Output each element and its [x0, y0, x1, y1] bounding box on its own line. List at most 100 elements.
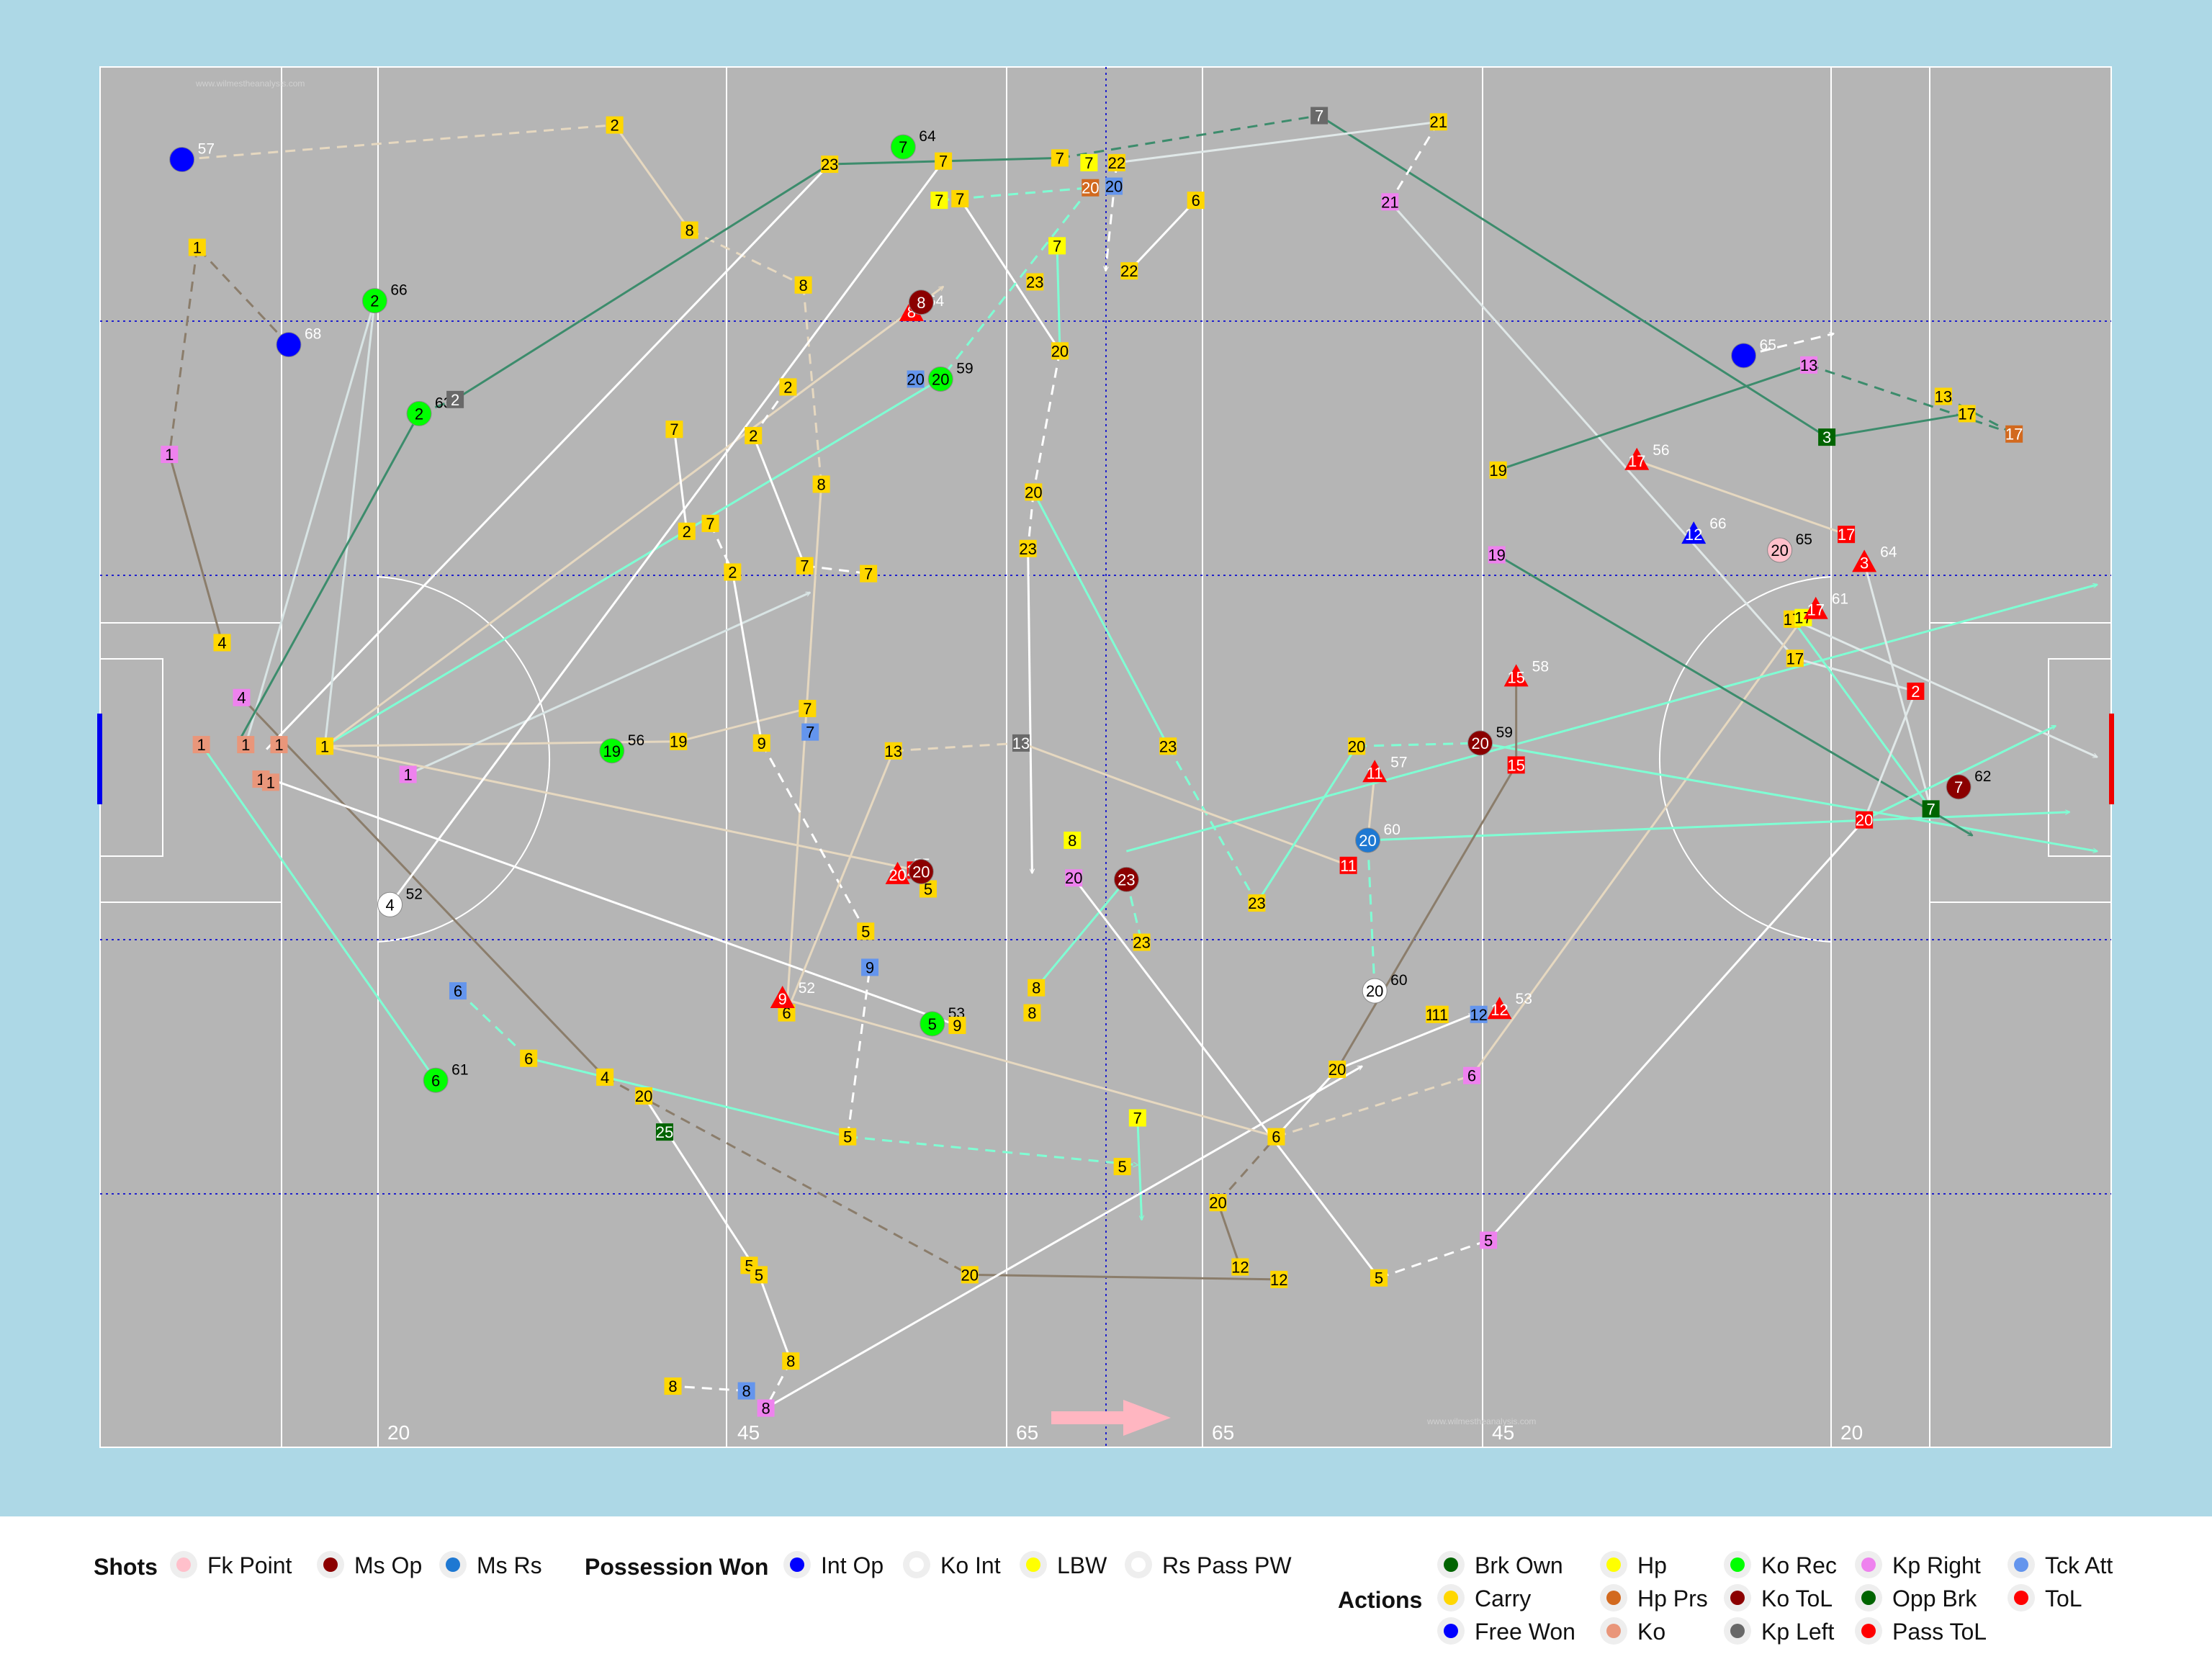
action-marker-hp: 7 — [1080, 153, 1098, 172]
marker-circle — [599, 738, 625, 764]
marker-square — [701, 514, 719, 532]
action-marker-hp: 7 — [1048, 237, 1066, 255]
marker-square — [678, 522, 696, 540]
legend-label: Carry — [1475, 1586, 1532, 1611]
action-marker-hp: 7 — [930, 192, 948, 210]
action-marker-carry: 23 — [1248, 894, 1266, 912]
marker-label: 12 — [1270, 1271, 1287, 1289]
action-marker-tol: 11 57 — [1362, 754, 1408, 783]
action-arrow — [1275, 1069, 1337, 1138]
legend-swatch — [903, 1551, 930, 1578]
legend-label: Ms Rs — [477, 1552, 542, 1578]
marker-square — [1082, 179, 1100, 197]
action-arrow — [673, 1386, 747, 1393]
action-arrow — [244, 301, 374, 745]
action-arrow — [324, 745, 916, 870]
action-marker-hp: 8 — [1064, 831, 1082, 850]
action-marker-carry: 7 — [701, 514, 719, 533]
legend-swatch — [1724, 1584, 1751, 1611]
direction-arrow-shaft — [1051, 1411, 1125, 1424]
marker-label: 20 — [1025, 483, 1042, 501]
action-marker-carry: 7 — [665, 421, 683, 439]
action-arrow — [1136, 1118, 1142, 1220]
marker-square — [1270, 1270, 1288, 1288]
action-arrow — [848, 1136, 1138, 1165]
marker-circle — [1355, 827, 1381, 853]
marker-label: 7 — [806, 724, 814, 742]
legend-label: Ms Op — [354, 1552, 423, 1578]
marker-label: 8 — [799, 276, 807, 295]
action-arrow — [940, 186, 1092, 379]
marker-square — [884, 742, 902, 760]
action-marker-carry: 20 — [1209, 1194, 1227, 1212]
action-marker-carry: 2 — [779, 378, 797, 396]
legend-dot — [1861, 1591, 1876, 1605]
marker-square — [1023, 1004, 1041, 1022]
marker-square — [757, 1399, 775, 1417]
marker-label: 1 — [165, 446, 174, 464]
marker-label: 3 — [1860, 554, 1869, 572]
action-marker-kp-right: 1 — [161, 446, 179, 464]
legend-title-actions: Actions — [1338, 1587, 1423, 1613]
action-marker-kp-left: 2 — [446, 390, 464, 409]
action-marker-carry: 8 — [1028, 979, 1046, 997]
marker-square — [1838, 526, 1856, 544]
marker-label: 4 — [217, 634, 226, 652]
marker-label: 7 — [939, 153, 948, 171]
legend-swatch — [1600, 1551, 1627, 1578]
action-marker-carry: 20 — [1348, 737, 1365, 755]
marker-label: 8 — [917, 294, 925, 312]
marker-label: 20 — [1065, 869, 1082, 887]
marker-label: 15 — [1507, 756, 1524, 774]
marker-label: 17 — [1958, 405, 1975, 423]
marker-label: 9 — [953, 1017, 961, 1035]
marker-label: 4 — [385, 896, 394, 914]
action-arrow — [454, 163, 830, 401]
marker-label: 7 — [803, 700, 811, 718]
marker-label: 7 — [956, 190, 964, 208]
marker-label: 15 — [1507, 668, 1524, 686]
marker-square — [1133, 933, 1151, 951]
action-marker-carry: 12 — [1231, 1258, 1249, 1276]
action-arrow — [678, 709, 807, 743]
action-arrow — [782, 997, 1277, 1137]
action-marker-carry: 17 — [1958, 405, 1976, 423]
action-arrow — [1028, 492, 1035, 548]
action-marker-carry: 5 — [750, 1266, 768, 1284]
marker-square — [782, 1352, 800, 1370]
marker-label: 22 — [1120, 262, 1138, 280]
legend-label: Int Op — [821, 1552, 884, 1578]
action-arrows — [169, 116, 2097, 1408]
marker-square — [1856, 811, 1874, 829]
marker-label: 9 — [778, 990, 787, 1008]
marker-label: 20 — [1082, 179, 1099, 197]
marker-label: 20 — [961, 1266, 978, 1284]
marker-square — [316, 737, 334, 755]
marker-label: 17 — [1807, 601, 1824, 619]
action-marker-carry: 8 — [782, 1352, 800, 1370]
marker-label: 11 — [1367, 764, 1383, 782]
marker-label: 2 — [610, 117, 619, 135]
marker-circle — [423, 1067, 449, 1093]
marker-label: 20 — [1471, 734, 1488, 752]
action-arrow — [266, 164, 830, 750]
action-marker-tck-att: 6 — [449, 982, 467, 1000]
marker-label: 6 — [1467, 1067, 1476, 1085]
legend-label: Ko — [1637, 1619, 1666, 1645]
legend-label: Tck Att — [2045, 1552, 2113, 1578]
action-arrow — [1059, 116, 1319, 159]
legend-swatch — [2008, 1551, 2035, 1578]
legend-dot — [1606, 1591, 1621, 1605]
marker-square — [1025, 483, 1043, 501]
action-arrow — [324, 378, 940, 747]
action-arrow — [389, 161, 945, 906]
watermark: www.wilmestheanalysis.com — [195, 78, 305, 89]
marker-square — [655, 1123, 673, 1141]
action-marker-ko-tol: 23 — [1113, 866, 1139, 892]
action-arrow — [200, 744, 437, 1080]
watermark: www.wilmestheanalysis.com — [1426, 1416, 1536, 1426]
marker-circle — [361, 288, 387, 314]
marker-square — [724, 563, 742, 581]
marker-label: 5 — [928, 1015, 937, 1033]
